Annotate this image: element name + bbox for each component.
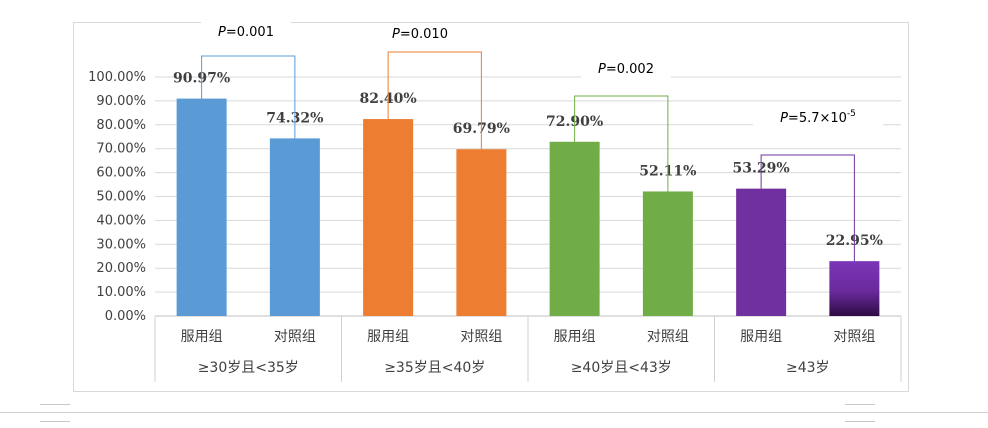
bar-2-1 [363,119,414,317]
x-category-label: 对照组 [833,329,875,345]
significance-bracket [387,51,482,150]
p-value-label: P=0.010 [392,27,448,42]
chart-frame [73,22,909,392]
p-value-label: P=0.002 [598,62,654,77]
bar-4-2 [829,261,880,316]
p-value-label: P=5.7×10-5 [780,109,856,126]
significance-bracket [574,95,669,192]
y-tick-label: 30.00% [96,237,146,252]
bars [176,98,880,317]
x-group-label: ≥35岁且<40岁 [384,360,485,376]
x-category-label: 服用组 [181,329,223,345]
significance-bracket [760,154,855,262]
y-tick-label: 50.00% [96,190,146,205]
y-tick-label: 60.00% [96,166,146,181]
x-category-label: 对照组 [460,329,502,345]
y-tick-label: 0.00% [105,309,146,324]
x-category-label: 服用组 [367,329,409,345]
bar-1-2 [269,138,320,316]
bar-3-1 [549,141,600,316]
y-tick-label: 70.00% [96,142,146,157]
x-group-label: ≥43岁 [786,360,830,376]
y-tick-label: 20.00% [96,261,146,276]
y-tick-label: 40.00% [96,213,146,228]
bar-2-2 [456,149,507,316]
x-category-label: 对照组 [647,329,689,345]
y-tick-label: 10.00% [96,285,146,300]
x-group-label: ≥30岁且<35岁 [198,360,299,376]
y-tick-label: 80.00% [96,118,146,133]
p-value-background [201,22,291,44]
x-category-label: 服用组 [554,329,596,345]
page-corner-mark-right [845,404,875,422]
y-tick-label: 90.00% [96,94,146,109]
page-corner-mark-left [40,404,70,422]
p-value-label: P=0.001 [218,25,274,40]
x-category-label: 服用组 [740,329,782,345]
x-category-label: 对照组 [274,329,316,345]
bar-3-2 [642,191,693,316]
bar-1-1 [176,98,227,317]
x-group-label: ≥40岁且<43岁 [571,360,672,376]
labels: 0.00% 10.00% 20.00% 30.00% 40.00% 50.00% 60.00… [88,70,883,376]
significance-bracket [201,55,296,139]
bar-4-1 [736,188,787,316]
p-value-background [753,108,883,130]
significance-brackets: P=0.001 P=0.010 P=0.002 P=5.7×10-5 [201,22,883,262]
p-value-background [375,24,465,46]
p-value-background [581,59,671,81]
page-divider [0,412,988,413]
y-tick-label: 100.00% [88,70,146,85]
